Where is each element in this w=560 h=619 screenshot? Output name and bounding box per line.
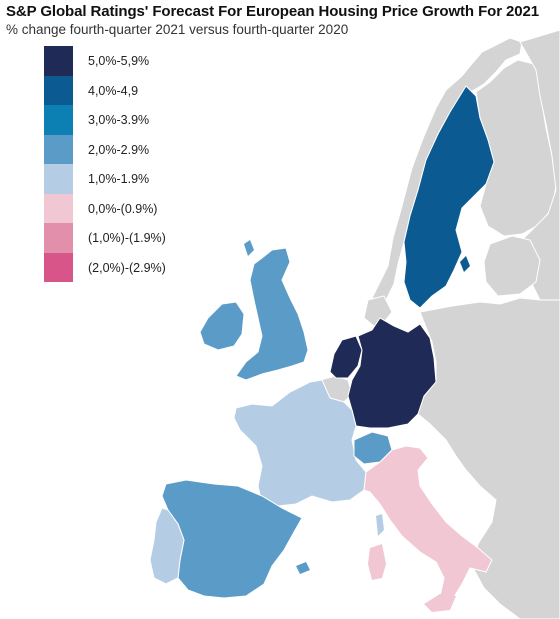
central-east bbox=[417, 297, 560, 619]
legend-swatch bbox=[44, 105, 73, 135]
hebrides bbox=[244, 240, 254, 256]
legend-label: 4,0%-4,9 bbox=[88, 83, 139, 98]
sardinia bbox=[368, 544, 386, 580]
germany bbox=[347, 317, 437, 429]
legend-swatch bbox=[44, 252, 73, 282]
balearic-islands bbox=[296, 562, 310, 574]
legend-label: 1,0%-1.9% bbox=[88, 172, 150, 186]
portugal bbox=[149, 507, 185, 585]
legend-swatch bbox=[44, 164, 73, 194]
italy bbox=[363, 445, 493, 601]
legend-swatch bbox=[44, 193, 73, 223]
legend-swatch bbox=[44, 75, 73, 105]
united-kingdom bbox=[235, 247, 309, 381]
corsica bbox=[376, 514, 384, 536]
legend-label: (2,0%)-(2.9%) bbox=[88, 260, 166, 275]
legend-label: 2,0%-2.9% bbox=[88, 142, 150, 157]
chart-title: S&P Global Ratings' Forecast For Europea… bbox=[6, 3, 539, 20]
sweden bbox=[403, 85, 495, 309]
legend-swatch bbox=[44, 134, 73, 164]
gotland bbox=[460, 256, 470, 272]
sicily bbox=[424, 594, 456, 612]
ireland bbox=[199, 301, 245, 351]
legend-label: 0,0%-(0.9%) bbox=[88, 201, 158, 216]
legend-label: (1,0%)-(1.9%) bbox=[88, 231, 166, 245]
baltics bbox=[483, 235, 541, 297]
legend-label: 5,0%-5,9% bbox=[88, 54, 150, 68]
legend-swatch bbox=[44, 223, 73, 253]
no-data-land bbox=[319, 29, 560, 619]
legend-label: 3,0%-3.9% bbox=[88, 113, 150, 127]
chart-subtitle: % change fourth-quarter 2021 versus four… bbox=[6, 22, 349, 37]
legend-swatch bbox=[44, 46, 73, 76]
